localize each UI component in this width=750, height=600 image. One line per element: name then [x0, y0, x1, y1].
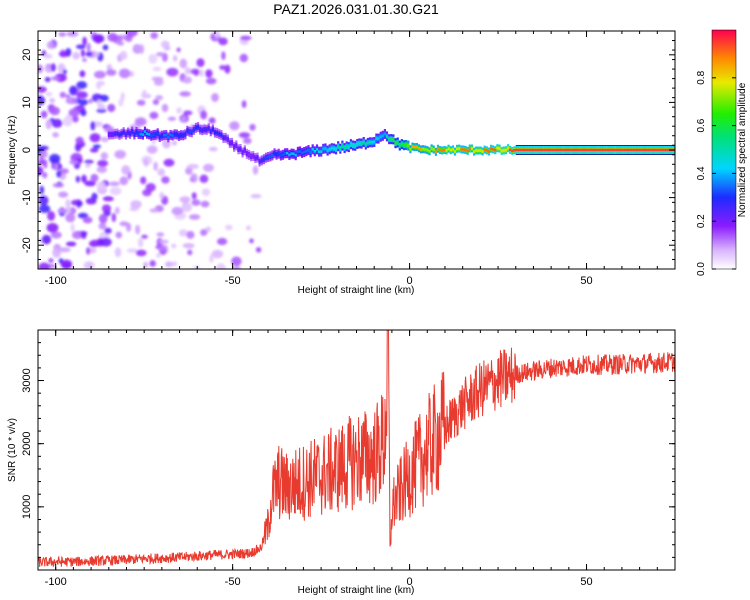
spectrogram-x-label: Height of straight line (km) [298, 285, 415, 296]
snr-series-line [38, 330, 675, 568]
y-tick-label: -10 [21, 190, 33, 206]
spectrogram-noise [38, 31, 262, 269]
y-tick-label: 20 [21, 49, 33, 61]
snr-x-label: Height of straight line (km) [298, 585, 415, 596]
spectrogram-ridge [107, 122, 675, 167]
snr-y-label: SNR (10 * v/v) [7, 418, 18, 482]
x-tick-label: 0 [407, 275, 413, 287]
chart-title: PAZ1.2026.031.01.30.G21 [273, 1, 439, 17]
colorbar-label: Normalized spectral amplitude [737, 82, 748, 217]
y-tick-label: 3000 [21, 368, 33, 392]
colorbar-tick-label: 0.4 [696, 166, 707, 180]
colorbar-tick-label: 0.6 [696, 118, 707, 132]
snr-panel: -100 -50 0 50 1000 2000 3000 Height of straigh… [7, 329, 676, 596]
spectrogram-y-label: Frequency (Hz) [7, 116, 18, 185]
snr-axes: -100 -50 0 50 1000 2000 3000 [21, 329, 676, 588]
x-tick-label: -50 [225, 576, 241, 588]
colorbar-tick-label: 0.0 [696, 262, 707, 276]
y-tick-label: -20 [21, 237, 33, 253]
ridge-core [107, 125, 675, 163]
spectrogram-heatmap [38, 31, 675, 269]
x-tick-label: 50 [580, 576, 592, 588]
y-tick-label: 10 [21, 96, 33, 108]
x-tick-label: 50 [580, 275, 592, 287]
x-tick-label: 0 [407, 576, 413, 588]
colorbar-gradient [711, 29, 737, 270]
y-tick-label: 0 [21, 147, 33, 153]
colorbar-tick-label: 0.2 [696, 214, 707, 228]
colorbar-ticks: 0.0 0.2 0.4 0.6 0.8 [696, 70, 736, 276]
x-tick-label: -100 [45, 275, 67, 287]
x-tick-label: -50 [225, 275, 241, 287]
y-tick-label: 2000 [21, 431, 33, 455]
colorbar: 0.0 0.2 0.4 0.6 0.8 Normalized spectral ampl… [696, 29, 748, 276]
colorbar-tick-label: 0.8 [696, 70, 707, 84]
y-tick-label: 1000 [21, 495, 33, 519]
x-tick-label: -100 [45, 576, 67, 588]
